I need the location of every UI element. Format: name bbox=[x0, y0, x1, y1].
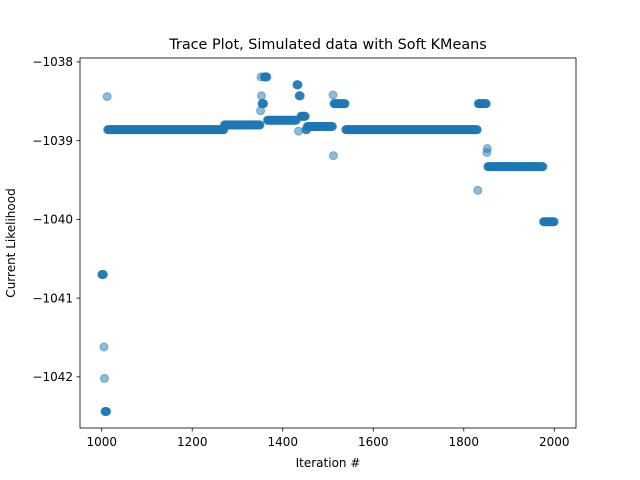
y-tick-label: −1042 bbox=[32, 370, 73, 384]
data-point bbox=[549, 217, 559, 227]
y-tick-label: −1039 bbox=[32, 134, 73, 148]
y-tick-label: −1041 bbox=[32, 291, 73, 305]
data-point bbox=[293, 80, 303, 90]
x-tick-label: 2000 bbox=[539, 435, 570, 449]
y-axis-ticks: −1038 −1039 −1040 −1041 −1042 bbox=[32, 55, 80, 384]
data-point bbox=[538, 162, 548, 172]
data-point bbox=[255, 120, 265, 130]
x-tick-label: 1600 bbox=[358, 435, 389, 449]
x-tick-label: 1000 bbox=[86, 435, 117, 449]
data-point bbox=[99, 269, 109, 279]
y-axis-label: Current Likelihood bbox=[4, 188, 18, 297]
data-point bbox=[259, 99, 269, 109]
data-point bbox=[295, 91, 305, 101]
data-point bbox=[262, 72, 272, 82]
y-tick-label: −1040 bbox=[32, 213, 73, 227]
data-point bbox=[481, 99, 491, 109]
data-point bbox=[328, 121, 338, 131]
data-point bbox=[328, 151, 338, 161]
data-point bbox=[328, 90, 338, 100]
data-point bbox=[340, 99, 350, 109]
x-tick-label: 1400 bbox=[267, 435, 298, 449]
data-point bbox=[294, 126, 304, 136]
data-point bbox=[99, 342, 109, 352]
data-point bbox=[256, 91, 266, 101]
data-point bbox=[482, 144, 492, 154]
x-axis-label: Iteration # bbox=[296, 456, 361, 470]
x-axis-ticks: 1000 1200 1400 1600 1800 2000 bbox=[86, 428, 570, 449]
data-points bbox=[97, 72, 559, 416]
data-point bbox=[300, 111, 310, 121]
x-tick-label: 1800 bbox=[448, 435, 479, 449]
data-point bbox=[472, 125, 482, 135]
plot-area bbox=[80, 58, 576, 428]
data-point bbox=[102, 406, 112, 416]
plot-frame bbox=[79, 57, 577, 429]
data-point bbox=[99, 373, 109, 383]
chart-title: Trace Plot, Simulated data with Soft KMe… bbox=[168, 37, 487, 53]
data-point bbox=[473, 185, 483, 195]
data-point bbox=[102, 92, 112, 102]
x-tick-label: 1200 bbox=[177, 435, 208, 449]
y-tick-label: −1038 bbox=[32, 55, 73, 69]
